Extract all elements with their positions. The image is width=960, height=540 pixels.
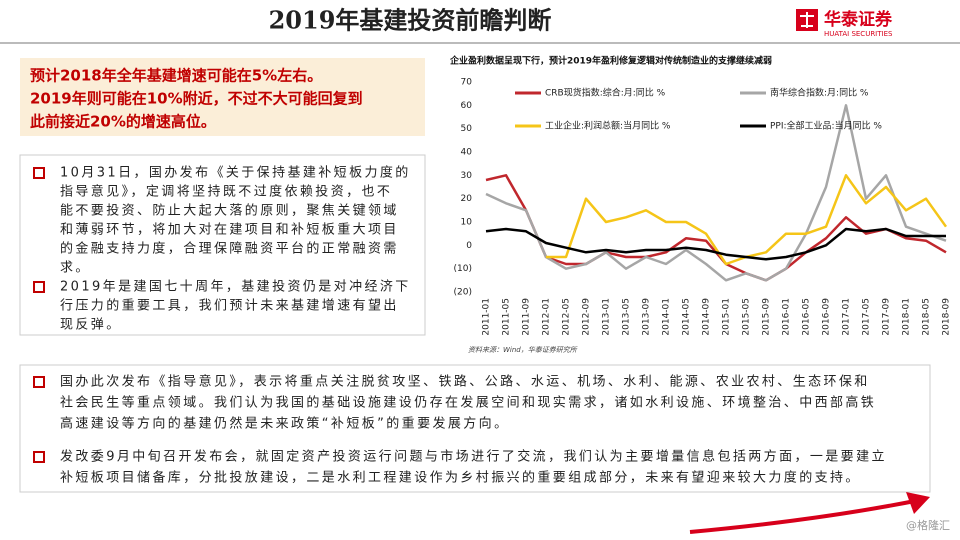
x-tick-label: 2015-01: [722, 298, 732, 336]
legend-label: 工业企业:利润总额:当月同比 %: [545, 120, 671, 132]
y-tick-label: (10): [454, 264, 472, 274]
highlight-box: [20, 58, 425, 136]
bullet-marker: [33, 167, 45, 179]
bullet-line: 的金融支持力度，合理保障融资平台的正常融资需: [60, 241, 399, 257]
bullet-line: 国办此次发布《指导意见》，表示将重点关注脱贫攻坚、铁路、公路、水运、机场、水利、…: [60, 374, 870, 390]
x-tick-label: 2018-05: [922, 298, 932, 336]
y-tick-label: 70: [461, 78, 473, 88]
bullet-line: 指导意见》，定调将坚持既不过度依赖投资，也不: [60, 184, 392, 200]
bullet-line: 社会民生等重点领域。我们认为我国的基础设施建设仍存在发展空间和现实需求，诸如水利…: [60, 395, 876, 411]
series-line: [485, 104, 947, 282]
bullet-line: 能不要投资、防止大起大落的原则，聚焦关键领域: [60, 203, 399, 219]
bullet-marker: [33, 376, 45, 388]
y-tick-label: 60: [461, 101, 473, 111]
x-tick-label: 2017-09: [882, 298, 892, 336]
x-tick-label: 2011-05: [502, 298, 512, 336]
bullet-line: 和薄弱环节，将加大对在建项目和补短板重大项目: [60, 222, 399, 238]
highlight-line: 预计2018年全年基建增速可能在5%左右。: [30, 67, 322, 85]
x-tick-label: 2015-09: [762, 298, 772, 336]
chart-title: 企业盈利数据呈现下行，预计2019年盈利修复逻辑对传统制造业的支撑继续减弱: [449, 55, 772, 67]
source-note: 资料来源：Wind，华泰证券研究所: [468, 346, 578, 354]
y-tick-label: 30: [461, 171, 473, 181]
deco-arrow: [689, 498, 921, 534]
x-tick-label: 2015-05: [742, 298, 752, 336]
y-tick-label: 50: [461, 124, 473, 134]
bullet-line: 高速建设等方向的基建仍然是未来政策“补短板”的重要发展方向。: [60, 416, 509, 432]
logo-name: 华泰证券: [824, 9, 893, 30]
x-tick-label: 2012-09: [582, 298, 592, 336]
bullet-line: 补短板项目储备库，分批投放建设，二是水利工程建设作为乡村振兴的重要组成部分，未来…: [60, 470, 861, 486]
x-tick-label: 2014-09: [702, 298, 712, 336]
bullet-line: 2019年是建国七十周年，基建投资仍是对冲经济下: [60, 279, 411, 295]
bullet-line: 发改委9月中旬召开发布会，就固定资产投资运行问题与市场进行了交流，我们认为主要增…: [60, 449, 887, 465]
y-tick-label: 0: [466, 241, 472, 251]
slide-title: 2019年基建投资前瞻判断: [269, 6, 552, 35]
highlight-line: 此前接近20%的增速高位。: [30, 113, 216, 131]
bullet-line: 行压力的重要工具，我们预计未来基建增速有望出: [60, 298, 399, 314]
x-tick-label: 2016-05: [802, 298, 812, 336]
y-tick-label: 10: [461, 218, 473, 228]
x-tick-label: 2014-01: [662, 298, 672, 336]
left-box: [19, 154, 426, 336]
y-tick-label: 20: [461, 194, 473, 204]
x-tick-label: 2013-05: [622, 298, 632, 336]
legend-label: PPI:全部工业品:当月同比 %: [770, 120, 882, 132]
bullet-line: 求。: [60, 261, 91, 276]
y-tick-label: 40: [461, 148, 473, 158]
x-tick-label: 2018-09: [942, 298, 952, 336]
bullet-line: 10月31日，国办发布《关于保持基建补短板力度的: [60, 165, 411, 181]
x-tick-label: 2012-01: [542, 298, 552, 336]
legend-label: CRB现货指数:综合:月:同比 %: [545, 87, 666, 99]
bottom-box: [19, 364, 931, 493]
legend-label: 南华综合指数:月:同比 %: [770, 87, 869, 99]
x-tick-label: 2013-01: [602, 298, 612, 336]
x-tick-label: 2016-09: [822, 298, 832, 336]
logo-glyph: [800, 12, 814, 28]
x-tick-label: 2017-05: [862, 298, 872, 336]
x-tick-label: 2011-01: [482, 298, 492, 336]
bullet-line: 现反弹。: [60, 318, 122, 333]
x-tick-label: 2011-09: [522, 298, 532, 336]
x-tick-label: 2018-01: [902, 298, 912, 336]
x-tick-label: 2017-01: [842, 298, 852, 336]
logo-sub: HUATAI SECURITIES: [824, 30, 893, 38]
x-tick-label: 2012-05: [562, 298, 572, 336]
bullet-marker: [33, 451, 45, 463]
highlight-line: 2019年则可能在10%附近，不过不大可能回复到: [30, 90, 363, 108]
watermark: @格隆汇: [906, 518, 950, 532]
bullet-marker: [33, 281, 45, 293]
series-line: [485, 227, 946, 261]
x-tick-label: 2016-01: [782, 298, 792, 336]
x-tick-label: 2014-05: [682, 298, 692, 336]
y-tick-label: (20): [454, 288, 472, 298]
x-tick-label: 2013-09: [642, 298, 652, 336]
deco-arrowhead: [906, 492, 930, 514]
